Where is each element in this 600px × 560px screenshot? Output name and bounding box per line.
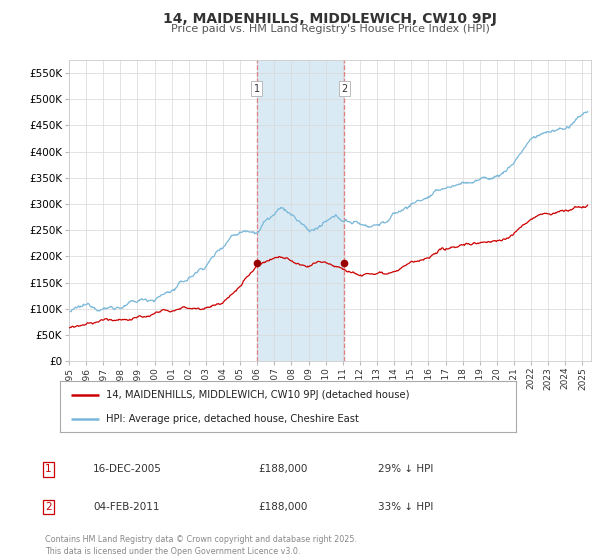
Text: 1: 1 — [254, 83, 260, 94]
Text: £188,000: £188,000 — [258, 502, 307, 512]
Text: Price paid vs. HM Land Registry's House Price Index (HPI): Price paid vs. HM Land Registry's House … — [170, 24, 490, 34]
Text: 16-DEC-2005: 16-DEC-2005 — [93, 464, 162, 474]
Bar — [257, 60, 344, 361]
Text: HPI: Average price, detached house, Cheshire East: HPI: Average price, detached house, Ches… — [106, 414, 358, 424]
Text: 1: 1 — [45, 464, 52, 474]
Text: 2: 2 — [45, 502, 52, 512]
Text: 04-FEB-2011: 04-FEB-2011 — [93, 502, 160, 512]
Text: 14, MAIDENHILLS, MIDDLEWICH, CW10 9PJ (detached house): 14, MAIDENHILLS, MIDDLEWICH, CW10 9PJ (d… — [106, 390, 409, 400]
Text: 14, MAIDENHILLS, MIDDLEWICH, CW10 9PJ: 14, MAIDENHILLS, MIDDLEWICH, CW10 9PJ — [163, 12, 497, 26]
Text: 2: 2 — [341, 83, 347, 94]
Text: 33% ↓ HPI: 33% ↓ HPI — [378, 502, 433, 512]
Text: 29% ↓ HPI: 29% ↓ HPI — [378, 464, 433, 474]
Text: £188,000: £188,000 — [258, 464, 307, 474]
Text: Contains HM Land Registry data © Crown copyright and database right 2025.
This d: Contains HM Land Registry data © Crown c… — [45, 535, 357, 556]
